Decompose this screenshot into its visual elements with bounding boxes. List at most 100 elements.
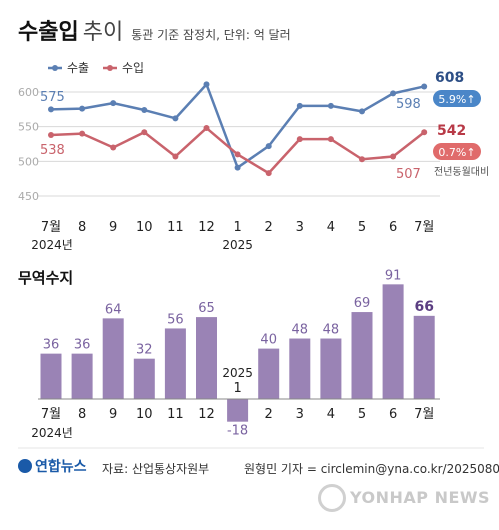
y-tick-label: 600 bbox=[18, 86, 39, 99]
x-tick-label: 5 bbox=[358, 407, 366, 422]
badge-note: 전년동월대비 bbox=[434, 166, 489, 178]
x-tick-label: 7월 bbox=[41, 407, 61, 422]
data-label: 575 bbox=[40, 90, 65, 105]
x-tick-label: 12 bbox=[198, 407, 215, 422]
data-point bbox=[79, 130, 86, 137]
data-point bbox=[296, 136, 303, 143]
bar-value-label: 66 bbox=[414, 299, 433, 315]
bar-value-label: 64 bbox=[105, 302, 122, 317]
data-point bbox=[327, 102, 334, 109]
yonhap-logo-text: 연합뉴스 bbox=[35, 459, 87, 475]
data-point bbox=[48, 106, 54, 113]
data-point bbox=[141, 107, 148, 114]
year-label: 2024년 bbox=[31, 238, 73, 252]
data-point bbox=[390, 90, 397, 97]
x-tick-label: 11 bbox=[167, 220, 184, 235]
x-tick-label: 7월 bbox=[414, 220, 434, 235]
source-note: 자료: 산업통상자원부 bbox=[102, 462, 210, 476]
chart-title: 수출입 추이 통관 기준 잠정치, 단위: 억 달러 bbox=[18, 14, 291, 46]
data-label: 608 bbox=[435, 70, 464, 86]
x-tick-label: 6 bbox=[389, 220, 397, 235]
bar bbox=[320, 338, 342, 399]
bar bbox=[227, 399, 249, 422]
x-tick-label: 6 bbox=[389, 407, 397, 422]
data-point bbox=[234, 164, 241, 171]
data-point bbox=[234, 151, 241, 158]
x-tick-label: 8 bbox=[78, 407, 86, 422]
x-tick-label: 1 bbox=[233, 381, 241, 396]
x-tick-label: 10 bbox=[136, 407, 153, 422]
x-tick-label: 11 bbox=[167, 407, 184, 422]
bar-value-label: 91 bbox=[385, 268, 402, 283]
data-point bbox=[141, 129, 148, 136]
data-point bbox=[421, 83, 428, 90]
data-point bbox=[110, 100, 117, 107]
change-badge-label: 0.7%↑ bbox=[438, 146, 475, 159]
bar bbox=[196, 317, 217, 399]
bar bbox=[102, 318, 124, 399]
data-point bbox=[265, 170, 272, 177]
x-tick-label: 10 bbox=[136, 220, 153, 235]
legend-marker bbox=[52, 65, 58, 71]
bar bbox=[133, 358, 155, 399]
watermark: YONHAP NEWS bbox=[318, 484, 490, 512]
bar-value-label: 48 bbox=[323, 323, 340, 338]
data-point bbox=[359, 108, 365, 115]
yonhap-logo: 연합뉴스 bbox=[18, 456, 87, 476]
data-label: 598 bbox=[396, 97, 421, 112]
legend-label: 수입 bbox=[122, 61, 144, 75]
bar bbox=[258, 348, 280, 399]
data-point bbox=[327, 136, 334, 143]
y-tick-label: 500 bbox=[18, 155, 39, 168]
bar-value-label: 69 bbox=[354, 296, 371, 311]
x-tick-label: 1 bbox=[233, 220, 241, 235]
x-tick-label: 7월 bbox=[41, 220, 61, 235]
x-tick-label: 2 bbox=[265, 407, 273, 422]
bar-value-label: 40 bbox=[260, 333, 277, 348]
x-tick-label: 8 bbox=[78, 220, 86, 235]
year-label: 2025 bbox=[222, 238, 253, 252]
bar-value-label: -18 bbox=[227, 424, 248, 439]
x-tick-label: 4 bbox=[327, 407, 335, 422]
data-label: 507 bbox=[396, 167, 421, 182]
data-point bbox=[359, 156, 365, 163]
x-tick-label: 9 bbox=[109, 407, 117, 422]
legend-label: 수출 bbox=[67, 61, 89, 75]
x-tick-label: 9 bbox=[109, 220, 117, 235]
year-label: 2024년 bbox=[31, 426, 73, 440]
y-tick-label: 450 bbox=[18, 190, 39, 203]
bar-value-label: 65 bbox=[198, 301, 215, 316]
x-tick-label: 3 bbox=[296, 220, 304, 235]
title-light: 추이 bbox=[82, 20, 124, 45]
credit-note: 원형민 기자 = circlemin@yna.co.kr/20250801 bbox=[244, 462, 499, 476]
x-tick-label: 3 bbox=[296, 407, 304, 422]
x-tick-label: 2 bbox=[265, 220, 273, 235]
watermark-text: YONHAP NEWS bbox=[350, 488, 491, 507]
data-point bbox=[203, 81, 210, 88]
data-point bbox=[48, 131, 54, 138]
data-point bbox=[172, 153, 179, 160]
bar-value-label: 36 bbox=[43, 338, 60, 353]
x-tick-label: 4 bbox=[327, 220, 335, 235]
data-point bbox=[421, 129, 428, 136]
data-label: 538 bbox=[40, 143, 65, 158]
bar bbox=[71, 353, 93, 399]
bar bbox=[289, 338, 311, 399]
year-label: 2025 bbox=[222, 366, 253, 380]
watermark-icon bbox=[318, 484, 346, 512]
bar bbox=[413, 315, 435, 399]
x-tick-label: 7월 bbox=[414, 407, 434, 422]
data-point bbox=[296, 102, 303, 109]
data-point bbox=[172, 115, 179, 122]
subtitle: 통관 기준 잠정치, 단위: 억 달러 bbox=[131, 28, 291, 42]
change-badge-label: 5.9%↑ bbox=[438, 93, 475, 106]
x-tick-label: 12 bbox=[198, 220, 215, 235]
bar bbox=[164, 328, 186, 399]
data-point bbox=[203, 125, 210, 132]
bar-value-label: 56 bbox=[167, 312, 184, 327]
bar-value-label: 32 bbox=[136, 343, 153, 358]
bar-chart-title: 무역수지 bbox=[18, 269, 73, 287]
data-point bbox=[79, 105, 86, 112]
x-tick-label: 5 bbox=[358, 220, 366, 235]
